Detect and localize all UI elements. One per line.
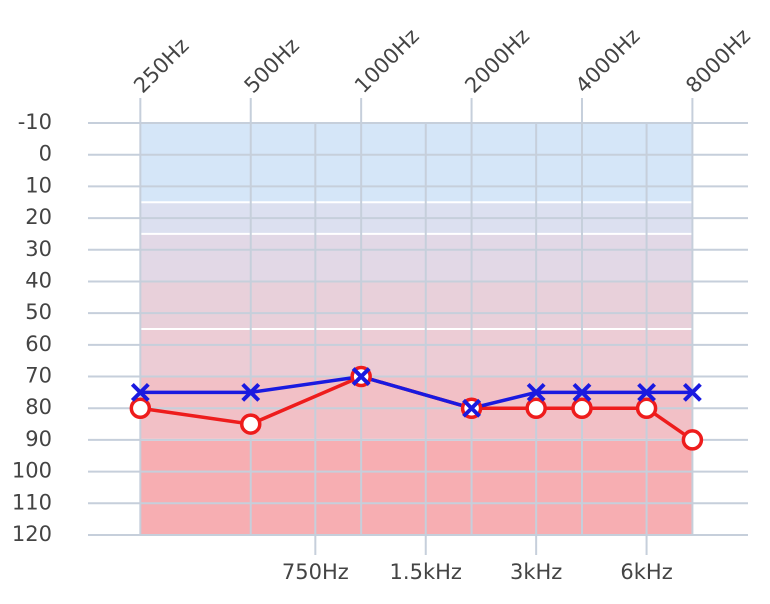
point <box>129 397 152 419</box>
x-tick-label: 4000Hz <box>571 24 645 98</box>
range-band <box>140 123 693 203</box>
point <box>351 367 371 386</box>
x-tick-label: 1000Hz <box>350 24 424 98</box>
point <box>572 382 592 402</box>
x-tick-label: 3kHz <box>510 560 562 584</box>
x-tick-label: 500Hz <box>240 33 304 97</box>
range-band <box>140 281 693 329</box>
series-line <box>140 374 693 411</box>
point <box>682 382 702 402</box>
y-tick-label: 120 <box>12 522 52 546</box>
point <box>462 398 481 418</box>
range-band <box>140 439 693 535</box>
y-tick-label: 90 <box>25 427 52 451</box>
y-tick-label: 40 <box>25 268 52 292</box>
y-tick-label: 0 <box>39 142 52 166</box>
x-tick-label: 6kHz <box>620 560 672 584</box>
y-tick-label: 80 <box>25 395 52 419</box>
x-tick-label: 250Hz <box>129 33 193 97</box>
point <box>239 413 262 435</box>
range-band <box>140 329 693 377</box>
point <box>571 397 593 419</box>
point <box>525 397 547 419</box>
y-tick-label: 60 <box>25 332 52 356</box>
y-tick-label: 20 <box>25 205 52 229</box>
x-tick-label: 8000Hz <box>681 24 755 98</box>
range-band <box>140 233 693 282</box>
point <box>637 382 656 402</box>
series-line <box>140 374 694 442</box>
x-tick-label: 2000Hz <box>460 24 534 98</box>
y-tick-label: 30 <box>25 237 52 261</box>
x-tick-label: 750Hz <box>282 560 349 584</box>
y-tick-label: 50 <box>25 300 52 324</box>
y-tick-label: 110 <box>12 490 52 514</box>
y-tick-label: 100 <box>12 459 52 483</box>
point <box>635 397 658 419</box>
x-tick-label: 1.5kHz <box>390 560 462 584</box>
y-tick-label: 70 <box>25 364 52 388</box>
y-tick-label: -10 <box>18 110 52 134</box>
point <box>241 382 261 402</box>
point <box>526 382 546 402</box>
y-tick-label: 10 <box>25 173 52 197</box>
point <box>130 382 150 402</box>
point <box>681 429 704 451</box>
